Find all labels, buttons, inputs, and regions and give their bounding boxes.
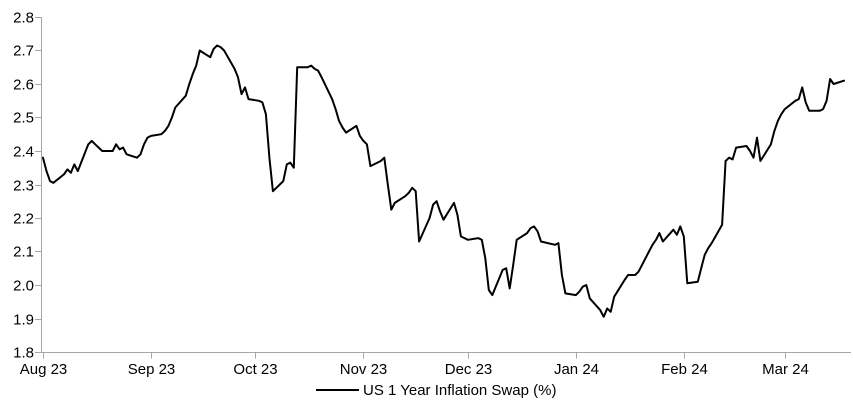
x-tick-label: Mar 24 [762,361,809,378]
x-tick-label: Sep 23 [128,361,176,378]
series-line [42,44,845,318]
legend: US 1 Year Inflation Swap (%) [316,382,556,399]
y-tick-label: 2.2 [13,211,34,228]
x-tick-label: Aug 23 [20,361,68,378]
y-axis-ticks: 1.8 1.9 2.0 2.1 2.2 2.3 2.4 2.5 2.6 2.7 2.8 [13,10,41,362]
y-tick-label: 2.0 [13,278,34,295]
y-tick-label: 2.8 [13,10,34,27]
y-tick-label: 2.7 [13,43,34,60]
legend-label: US 1 Year Inflation Swap (%) [363,382,556,399]
y-tick-label: 2.5 [13,110,34,127]
x-axis-ticks: Aug 23 Sep 23 Oct 23 Nov 23 Dec 23 Jan 24 Feb … [20,352,809,378]
y-tick-label: 2.3 [13,178,34,195]
y-tick-label: 2.6 [13,77,34,94]
y-tick-label: 2.4 [13,144,34,161]
x-tick-label: Jan 24 [554,361,599,378]
series-group [42,44,845,318]
y-tick-label: 1.9 [13,312,34,329]
x-tick-label: Dec 23 [445,361,493,378]
y-tick-label: 1.8 [13,345,34,362]
x-tick-label: Oct 23 [233,361,277,378]
y-tick-label: 2.1 [13,244,34,261]
x-tick-label: Feb 24 [661,361,708,378]
x-tick-label: Nov 23 [340,361,388,378]
